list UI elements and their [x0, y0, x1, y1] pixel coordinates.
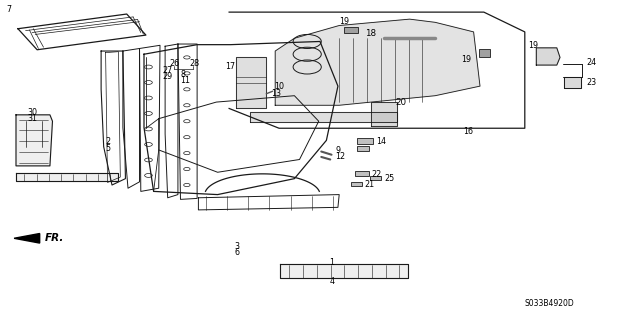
- Text: 9: 9: [335, 146, 340, 155]
- Text: 17: 17: [225, 63, 236, 71]
- Bar: [357, 138, 373, 144]
- Bar: [344, 27, 358, 33]
- Text: 19: 19: [461, 55, 471, 63]
- Text: 23: 23: [586, 78, 596, 87]
- Bar: [479, 49, 490, 57]
- Text: 7: 7: [6, 5, 12, 14]
- Text: 5: 5: [106, 144, 111, 153]
- Text: 1: 1: [330, 258, 335, 267]
- Text: 28: 28: [189, 59, 200, 68]
- Bar: [370, 176, 381, 180]
- Text: 30: 30: [28, 108, 38, 117]
- Polygon shape: [536, 48, 560, 65]
- Bar: [355, 171, 369, 176]
- Text: 22: 22: [371, 170, 381, 179]
- Text: 13: 13: [271, 89, 282, 98]
- Polygon shape: [16, 115, 52, 166]
- Polygon shape: [280, 264, 408, 278]
- Text: 10: 10: [274, 82, 284, 91]
- Bar: [351, 182, 362, 186]
- Text: 16: 16: [463, 127, 474, 136]
- Text: 21: 21: [365, 180, 375, 189]
- Text: 19: 19: [529, 41, 539, 50]
- Bar: [357, 146, 369, 151]
- Polygon shape: [250, 112, 397, 122]
- Text: 2: 2: [106, 137, 111, 146]
- Polygon shape: [16, 173, 118, 181]
- Text: 18: 18: [365, 29, 376, 38]
- Text: 12: 12: [335, 152, 346, 161]
- Polygon shape: [236, 57, 266, 108]
- Text: 27: 27: [162, 66, 172, 75]
- Text: 31: 31: [28, 114, 38, 123]
- Text: 4: 4: [330, 277, 335, 286]
- Text: 8: 8: [180, 70, 186, 78]
- Text: FR.: FR.: [45, 233, 64, 243]
- Text: 19: 19: [339, 17, 349, 26]
- Text: 11: 11: [180, 76, 191, 85]
- Text: 14: 14: [376, 137, 387, 146]
- Text: 29: 29: [162, 72, 172, 81]
- Polygon shape: [275, 19, 480, 105]
- Text: 25: 25: [384, 174, 394, 183]
- Text: 20: 20: [396, 98, 406, 107]
- Text: 6: 6: [234, 248, 239, 257]
- Polygon shape: [14, 234, 40, 243]
- Polygon shape: [564, 77, 581, 88]
- Text: S033B4920D: S033B4920D: [525, 299, 575, 308]
- Text: 3: 3: [234, 242, 239, 251]
- Text: 24: 24: [586, 58, 596, 67]
- Text: 26: 26: [170, 59, 180, 68]
- Polygon shape: [371, 102, 397, 126]
